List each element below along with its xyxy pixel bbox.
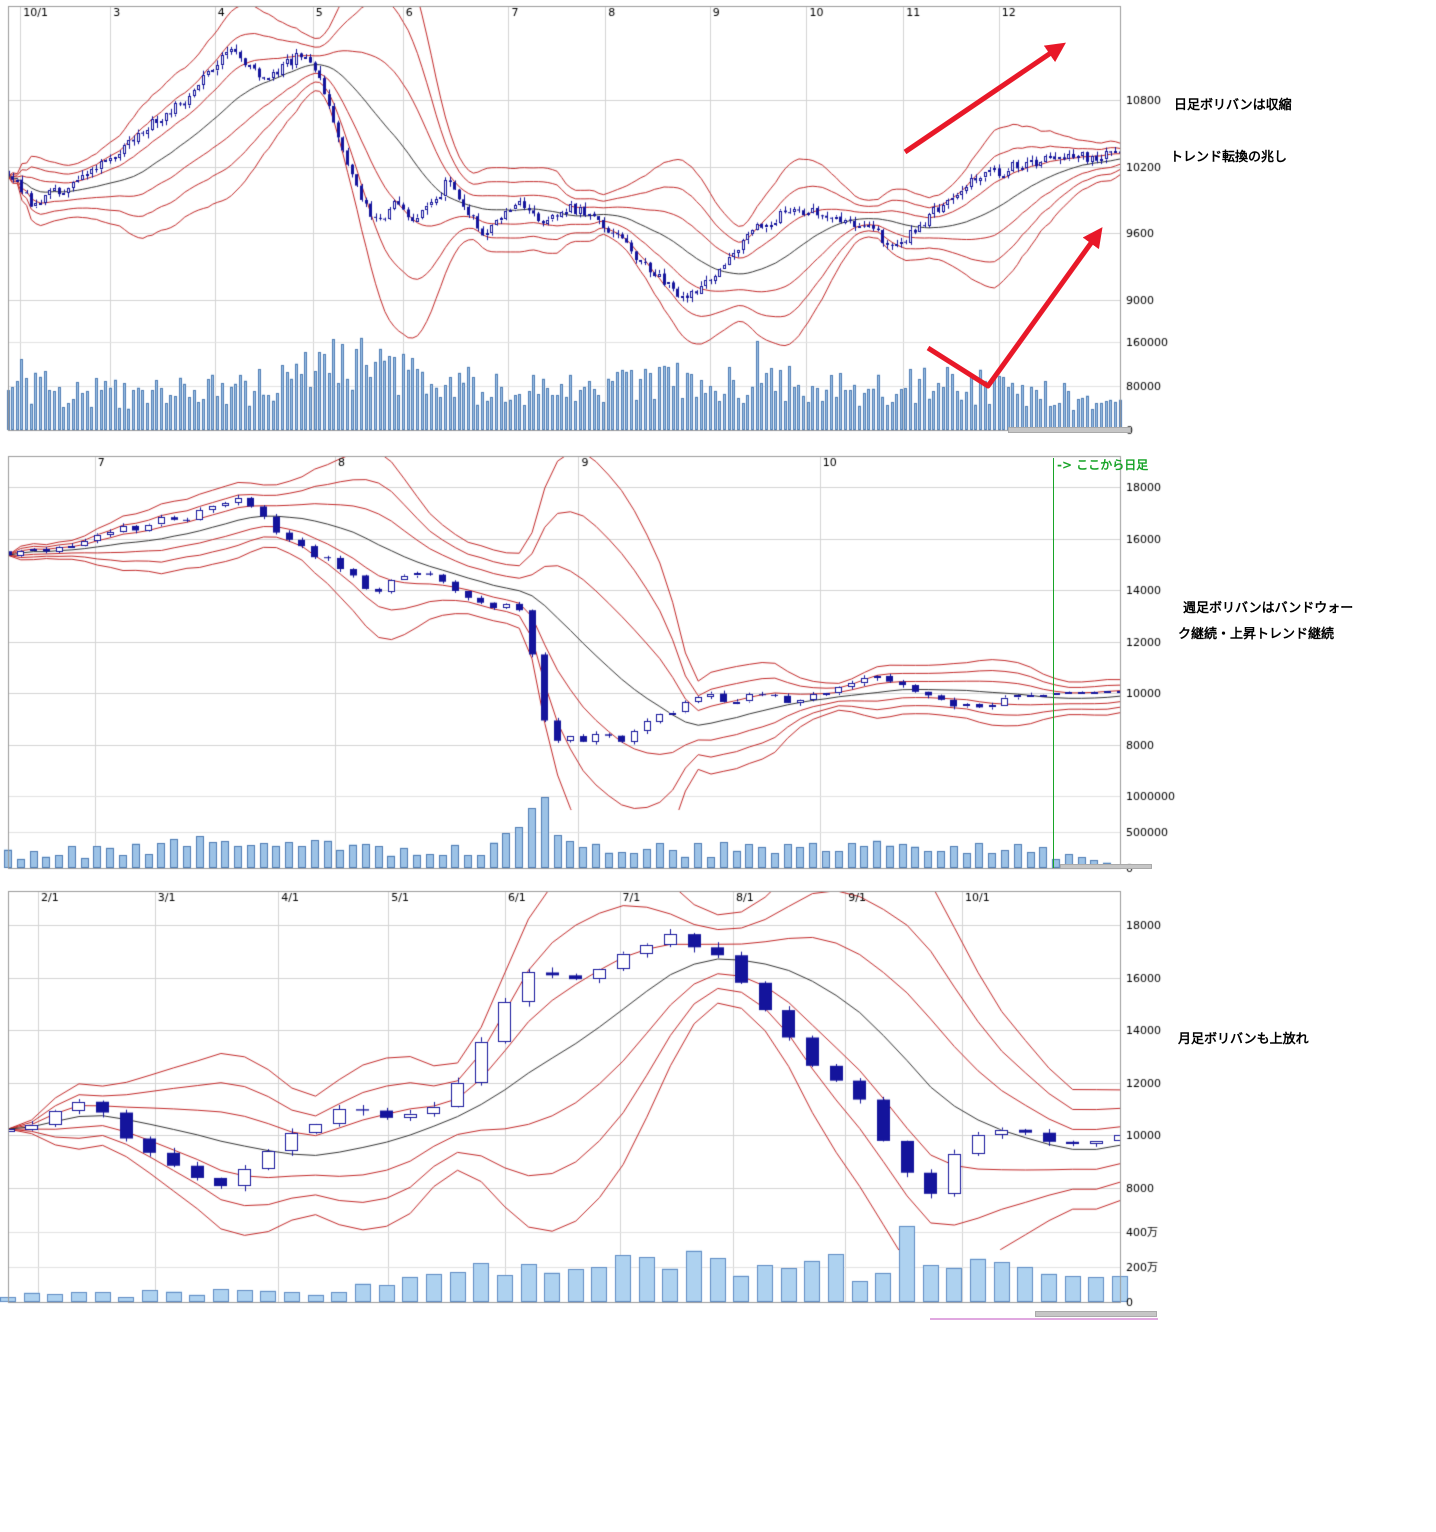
daily-annotation-line1: 日足ボリバンは収縮 xyxy=(1174,98,1292,113)
weekly-annotation-line2: ク継続・上昇トレンド継続 xyxy=(1178,627,1335,642)
weekly-chart-hscrollbar[interactable] xyxy=(1060,864,1152,869)
daily-start-marker-label: -> ここから日足 xyxy=(1057,458,1149,472)
monthly-chart-panel xyxy=(0,885,1200,1320)
daily-chart-hscrollbar[interactable] xyxy=(1008,427,1131,433)
weekly-annotation-line1: 週足ボリバンはバンドウォー xyxy=(1183,601,1354,616)
daily-annotation-line2: トレンド転換の兆し xyxy=(1170,150,1288,165)
daily-start-marker-line xyxy=(1053,458,1054,868)
daily-chart-panel xyxy=(0,0,1200,437)
bottom-pink-line xyxy=(930,1318,1158,1320)
weekly-candlestick-chart xyxy=(0,450,1200,875)
daily-candlestick-chart xyxy=(0,0,1200,437)
weekly-chart-panel xyxy=(0,450,1200,875)
monthly-chart-hscrollbar[interactable] xyxy=(1035,1311,1157,1317)
monthly-candlestick-chart xyxy=(0,885,1200,1320)
monthly-annotation-line1: 月足ボリバンも上放れ xyxy=(1178,1032,1309,1047)
